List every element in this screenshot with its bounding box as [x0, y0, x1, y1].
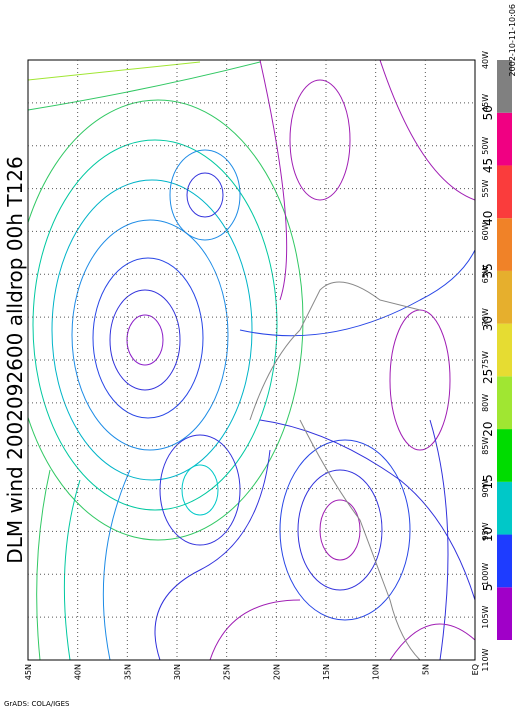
lat-label: 10N: [372, 664, 381, 680]
coastline: [249, 281, 421, 660]
colorbar-label: 10: [481, 527, 495, 542]
colorbar-segment: [497, 376, 512, 430]
streamline: [92, 257, 204, 419]
lat-label: 15N: [322, 664, 331, 680]
lat-label: EQ: [471, 664, 480, 675]
title: DLM wind 2002092600 alldrop 00h T126: [3, 156, 27, 563]
lat-label: 40N: [74, 664, 83, 680]
colorbar-segment: [497, 270, 512, 324]
colorbar-label: 50: [481, 105, 495, 120]
lat-label: 30N: [173, 664, 182, 680]
colorbar-label: 5: [481, 583, 495, 591]
colorbar-segment: [497, 165, 512, 219]
streamline: [102, 469, 131, 660]
streamline: [126, 314, 164, 366]
lon-label: 80W: [481, 394, 490, 412]
streamline: [297, 469, 383, 591]
colorbar-segment: [497, 481, 512, 535]
streamline: [279, 439, 411, 621]
colorbar-segment: [497, 587, 512, 640]
streamline: [28, 61, 201, 81]
colorbar-label: 35: [481, 263, 495, 278]
lon-label: 105W: [481, 605, 490, 628]
streamline: [154, 449, 271, 660]
streamline: [51, 179, 253, 481]
streamline: [319, 499, 361, 561]
streamline: [32, 139, 278, 511]
lat-label: 45N: [24, 664, 33, 680]
lon-label: 75W: [481, 351, 490, 369]
colorbar-label: 20: [481, 421, 495, 436]
lon-label: 60W: [481, 222, 490, 240]
streamline: [389, 309, 451, 451]
lat-label: 20N: [272, 664, 281, 680]
streamline: [159, 434, 241, 546]
streamline: [169, 149, 241, 241]
colorbar-segment: [497, 218, 512, 271]
streamline: [259, 419, 475, 601]
streamline: [239, 249, 475, 337]
colorbar-label: 30: [481, 316, 495, 331]
streamline: [186, 172, 224, 218]
lat-label: 25N: [223, 664, 232, 680]
lon-label: 65W: [481, 265, 490, 283]
streamline: [289, 79, 351, 201]
labels: EQ 5N 10N 15N 20N 25N 30N 35N 40N 45N 110W 105W 100W…: [24, 51, 490, 680]
lon-label: 110W: [481, 648, 490, 671]
colorbar-label: 25: [481, 369, 495, 384]
colorbar-label: 15: [481, 474, 495, 489]
colorbar-segment: [497, 60, 512, 113]
streamline: [181, 464, 219, 516]
colorbar-segment: [497, 429, 512, 482]
lon-label: 90W: [481, 479, 490, 497]
streamline: [28, 99, 304, 541]
lon-label: 70W: [481, 308, 490, 326]
streamline: [63, 479, 81, 660]
lon-label: 85W: [481, 437, 490, 455]
streamlines: [28, 60, 475, 660]
streamline: [71, 219, 229, 451]
colorbar: 5 10 15 20 25 30 35 40 45 50: [481, 60, 512, 640]
footer: GrADS: COLA/IGES: [4, 700, 70, 708]
streamline: [28, 61, 261, 111]
colorbar-segment: [497, 112, 512, 166]
lat-label: 5N: [421, 664, 430, 675]
streamline: [209, 599, 301, 660]
lat-label: 35N: [123, 664, 132, 680]
lon-label: 95W: [481, 522, 490, 540]
colorbar-segment: [497, 323, 512, 377]
grid: [28, 60, 475, 660]
streamline: [36, 469, 51, 660]
lon-label: 50W: [481, 137, 490, 155]
lon-label: 100W: [481, 563, 490, 586]
streamline: [259, 60, 288, 301]
streamline: [379, 60, 475, 201]
timestamp: 2002-10-11-10:06: [508, 4, 517, 76]
lon-label: 45W: [481, 94, 490, 112]
colorbar-label: 45: [481, 158, 495, 173]
streamline: [389, 623, 475, 660]
streamline: [109, 289, 181, 391]
lon-label: 40W: [481, 51, 490, 69]
colorbar-label: 40: [481, 211, 495, 226]
lon-label: 55W: [481, 179, 490, 197]
colorbar-segment: [497, 534, 512, 588]
